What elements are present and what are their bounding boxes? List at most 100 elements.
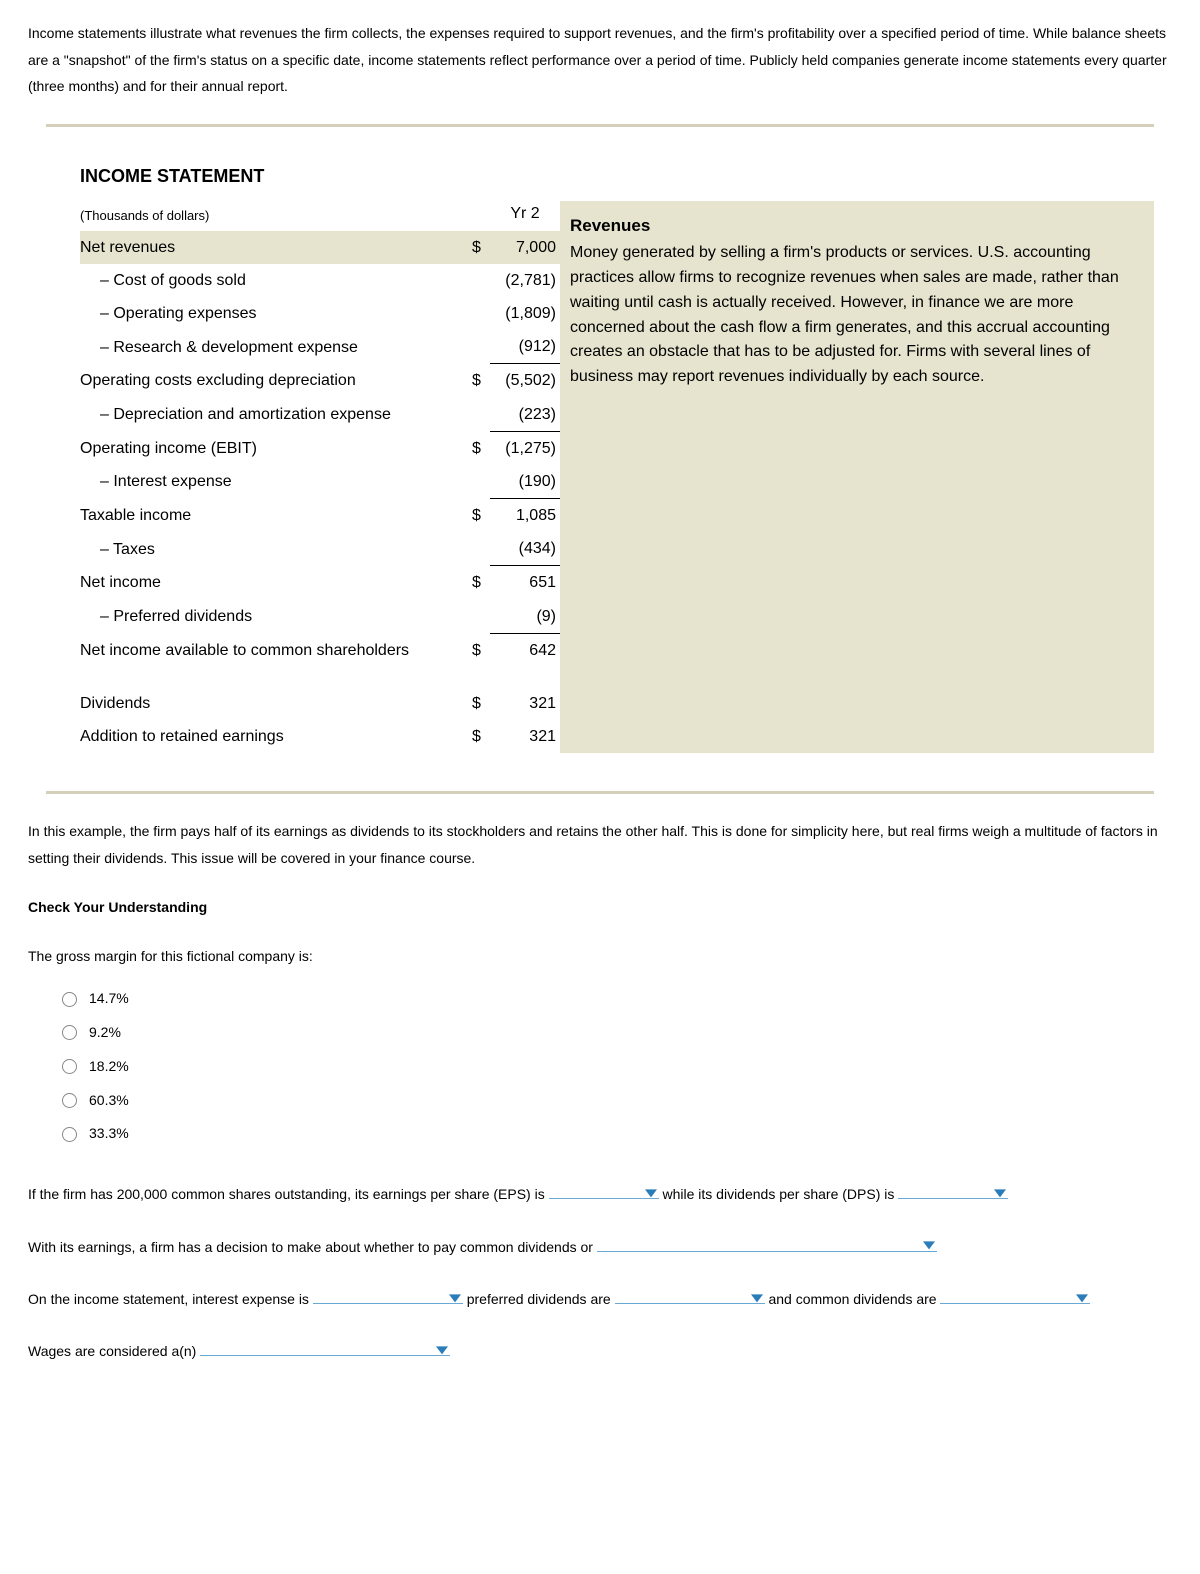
mc-option-label: 33.3%	[89, 1122, 129, 1146]
revenues-infobox: Revenues Money generated by selling a fi…	[560, 201, 1154, 754]
table-row: Net revenues$7,000	[80, 231, 560, 264]
chevron-down-icon	[923, 1242, 935, 1250]
income-statement-table: (Thousands of dollars) Yr 2 Net revenues…	[80, 197, 560, 753]
fill-q3-text-a: On the income statement, interest expens…	[28, 1291, 313, 1307]
fill-q3-text-c: and common dividends are	[768, 1291, 940, 1307]
income-statement-figure: INCOME STATEMENT (Thousands of dollars) …	[46, 124, 1154, 795]
radio-icon	[62, 1093, 77, 1108]
row-label: Dividends	[80, 687, 472, 720]
mc-option-label: 18.2%	[89, 1055, 129, 1079]
row-currency	[472, 600, 490, 634]
table-row: Net income$651	[80, 566, 560, 600]
row-label: Net income available to common sharehold…	[80, 633, 472, 667]
fill-q4-text-a: Wages are considered a(n)	[28, 1343, 200, 1359]
mc-option[interactable]: 14.7%	[62, 987, 1172, 1011]
row-value: 642	[490, 633, 560, 667]
dps-dropdown[interactable]	[898, 1184, 1008, 1199]
table-row: – Research & development expense (912)	[80, 330, 560, 364]
table-row: – Taxes (434)	[80, 532, 560, 566]
table-row: – Interest expense (190)	[80, 465, 560, 499]
row-value: (9)	[490, 600, 560, 634]
table-row: Net income available to common sharehold…	[80, 633, 560, 667]
row-currency: $	[472, 566, 490, 600]
row-label: – Depreciation and amortization expense	[80, 398, 472, 432]
mc-option-label: 60.3%	[89, 1089, 129, 1113]
infobox-body: Money generated by selling a firm's prod…	[570, 241, 1136, 390]
intro-paragraph: Income statements illustrate what revenu…	[28, 20, 1172, 100]
chevron-down-icon	[994, 1189, 1006, 1197]
row-value: (190)	[490, 465, 560, 499]
mc-option[interactable]: 60.3%	[62, 1089, 1172, 1113]
fill-q1: If the firm has 200,000 common shares ou…	[28, 1176, 1172, 1212]
fill-q1-text-b: while its dividends per share (DPS) is	[662, 1186, 898, 1202]
check-understanding-heading: Check Your Understanding	[28, 896, 1172, 920]
table-row: Dividends$321	[80, 687, 560, 720]
mc-option[interactable]: 18.2%	[62, 1055, 1172, 1079]
row-currency	[472, 398, 490, 432]
infobox-title: Revenues	[570, 213, 1136, 239]
row-label: – Research & development expense	[80, 330, 472, 364]
radio-icon	[62, 1025, 77, 1040]
row-label: – Preferred dividends	[80, 600, 472, 634]
interest-expense-dropdown[interactable]	[313, 1289, 463, 1304]
table-row: Taxable income$1,085	[80, 499, 560, 533]
mc-option-label: 9.2%	[89, 1021, 121, 1045]
row-label: Addition to retained earnings	[80, 720, 472, 753]
row-value: (434)	[490, 532, 560, 566]
outro-paragraph: In this example, the firm pays half of i…	[28, 818, 1172, 871]
row-currency: $	[472, 633, 490, 667]
row-label: – Taxes	[80, 532, 472, 566]
row-value: 1,085	[490, 499, 560, 533]
row-value: (223)	[490, 398, 560, 432]
row-currency: $	[472, 364, 490, 398]
radio-icon	[62, 1059, 77, 1074]
mc-option[interactable]: 9.2%	[62, 1021, 1172, 1045]
row-label: Operating income (EBIT)	[80, 431, 472, 465]
fill-q2-text-a: With its earnings, a firm has a decision…	[28, 1239, 597, 1255]
table-row: – Operating expenses (1,809)	[80, 297, 560, 330]
radio-icon	[62, 1127, 77, 1142]
statement-subtitle: (Thousands of dollars)	[80, 197, 472, 230]
table-row: – Preferred dividends (9)	[80, 600, 560, 634]
common-dividends-dropdown[interactable]	[940, 1289, 1090, 1304]
row-currency	[472, 297, 490, 330]
row-currency	[472, 532, 490, 566]
mc-options: 14.7% 9.2% 18.2% 60.3% 33.3%	[62, 987, 1172, 1146]
eps-dropdown[interactable]	[549, 1184, 659, 1199]
dividends-or-dropdown[interactable]	[597, 1236, 937, 1251]
fill-q3-text-b: preferred dividends are	[467, 1291, 615, 1307]
table-row: Addition to retained earnings$321	[80, 720, 560, 753]
row-label: Operating costs excluding depreciation	[80, 364, 472, 398]
row-currency: $	[472, 499, 490, 533]
wages-dropdown[interactable]	[200, 1341, 450, 1356]
row-value: (1,809)	[490, 297, 560, 330]
row-value: 321	[490, 720, 560, 753]
preferred-dividends-dropdown[interactable]	[615, 1289, 765, 1304]
row-value: 651	[490, 566, 560, 600]
table-row: – Cost of goods sold(2,781)	[80, 264, 560, 297]
chevron-down-icon	[436, 1347, 448, 1355]
row-currency: $	[472, 687, 490, 720]
row-currency	[472, 330, 490, 364]
row-currency	[472, 465, 490, 499]
chevron-down-icon	[751, 1294, 763, 1302]
table-row: Operating costs excluding depreciation$(…	[80, 364, 560, 398]
fill-q4: Wages are considered a(n)	[28, 1333, 1172, 1369]
chevron-down-icon	[1076, 1294, 1088, 1302]
mc-option[interactable]: 33.3%	[62, 1122, 1172, 1146]
row-currency: $	[472, 720, 490, 753]
table-row: – Depreciation and amortization expense (…	[80, 398, 560, 432]
row-value: (5,502)	[490, 364, 560, 398]
row-currency: $	[472, 431, 490, 465]
statement-title: INCOME STATEMENT	[80, 161, 560, 192]
chevron-down-icon	[645, 1189, 657, 1197]
row-label: Taxable income	[80, 499, 472, 533]
row-value: (912)	[490, 330, 560, 364]
table-row: Operating income (EBIT)$(1,275)	[80, 431, 560, 465]
row-label: – Operating expenses	[80, 297, 472, 330]
row-label: Net income	[80, 566, 472, 600]
mc-question: The gross margin for this fictional comp…	[28, 945, 1172, 969]
row-label: – Interest expense	[80, 465, 472, 499]
fill-q1-text-a: If the firm has 200,000 common shares ou…	[28, 1186, 549, 1202]
row-value: (2,781)	[490, 264, 560, 297]
